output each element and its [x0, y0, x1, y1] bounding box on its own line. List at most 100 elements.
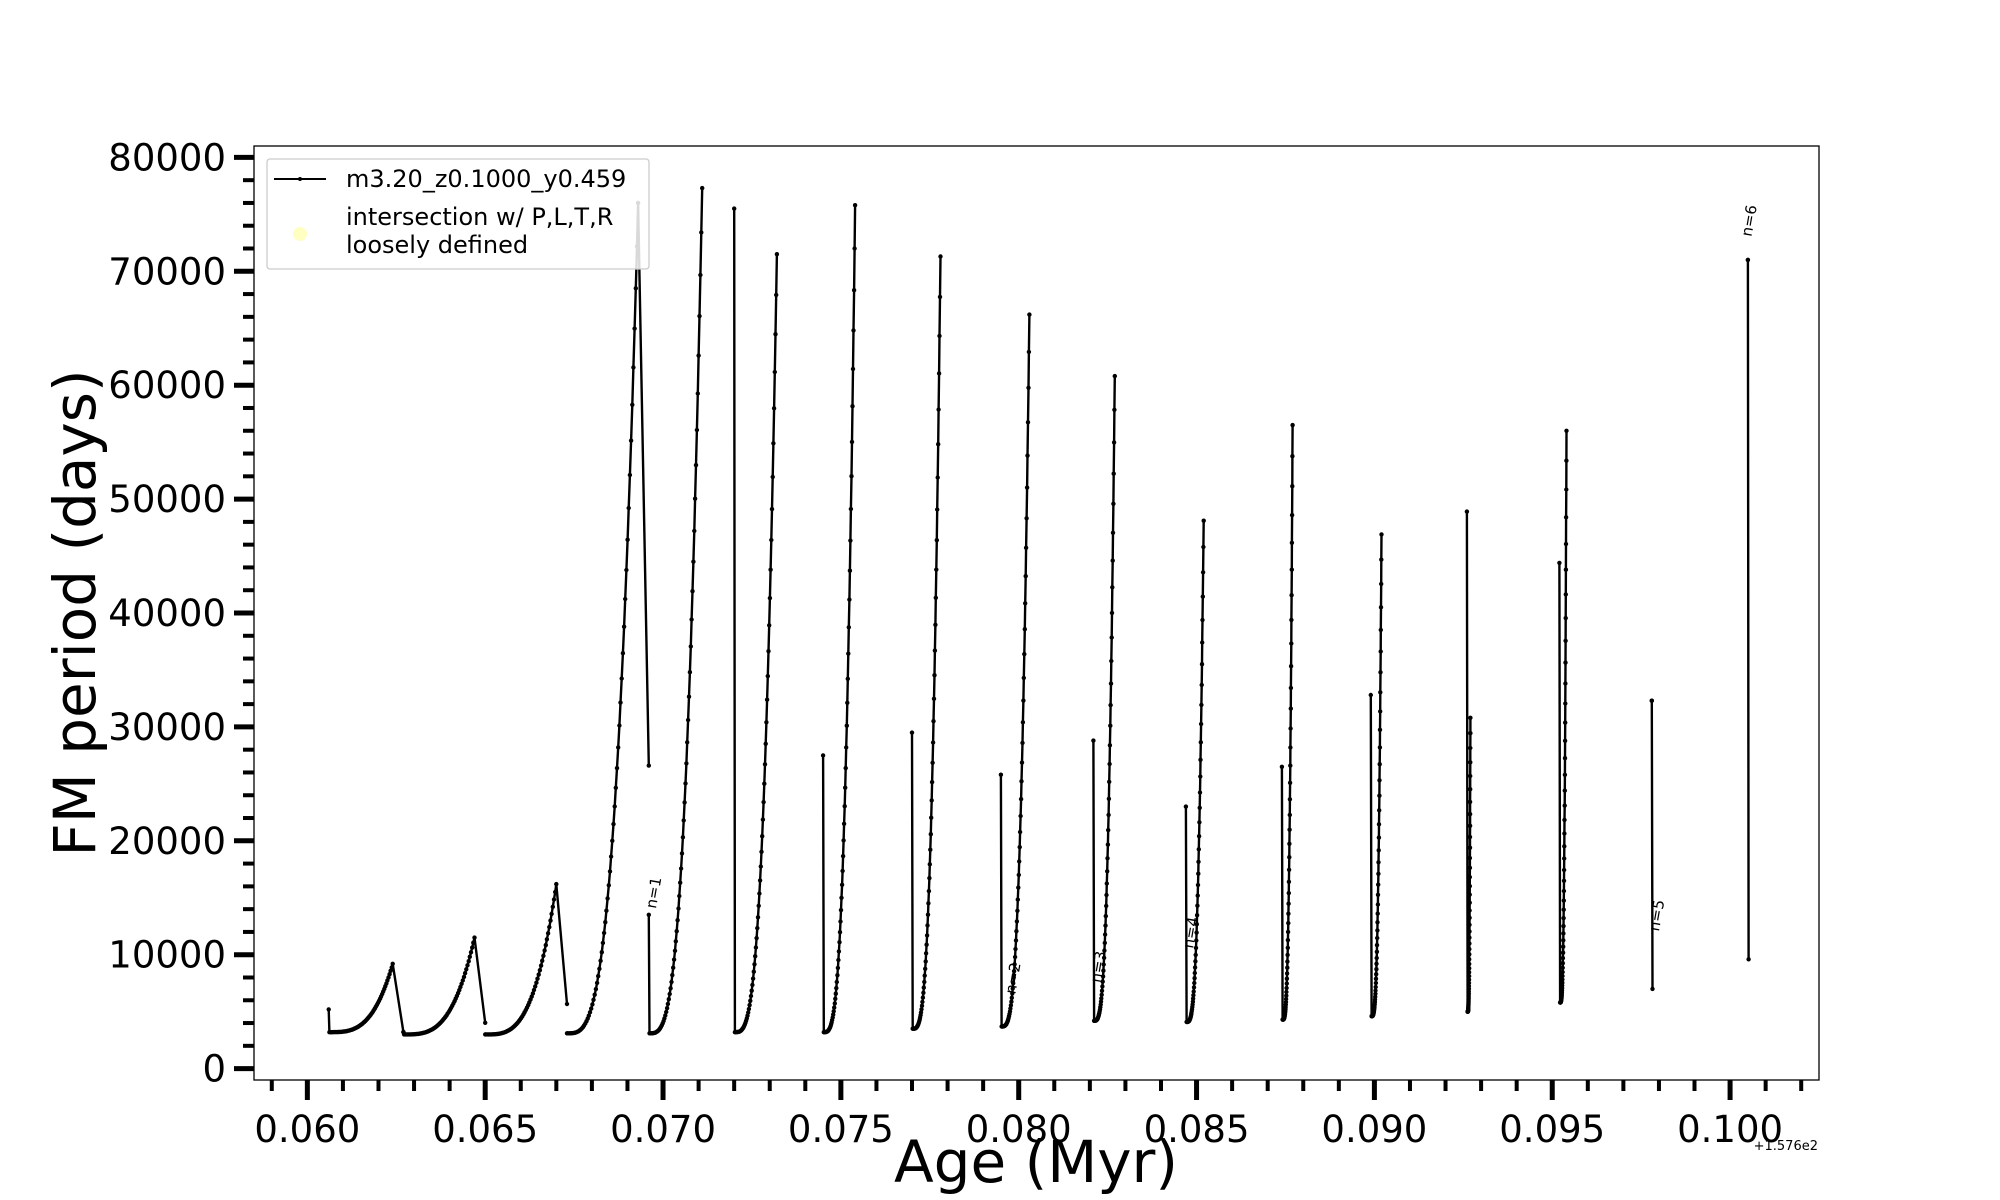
series-point [1286, 920, 1291, 926]
cycle-annotation: n=2 [1001, 961, 1024, 995]
series-point [1021, 675, 1026, 681]
series-point [930, 740, 936, 745]
series-point [1197, 790, 1203, 795]
series-point [1104, 881, 1110, 886]
series-point [1285, 952, 1290, 958]
series-point [931, 696, 937, 701]
y-tick-label: 70000 [108, 250, 226, 293]
series-point [774, 292, 779, 298]
series-point [1467, 941, 1472, 946]
series-point [1107, 761, 1112, 767]
series-point [1015, 897, 1020, 902]
series-point [1468, 731, 1473, 736]
series-point [666, 997, 671, 1002]
series-point [1008, 1003, 1014, 1008]
series-point [1563, 541, 1569, 547]
series-point [1105, 856, 1110, 861]
series-point [835, 973, 840, 978]
series-point [1368, 692, 1374, 698]
series-point [1557, 560, 1562, 566]
series-point [764, 697, 770, 702]
series-point [619, 676, 624, 681]
series-point [1190, 996, 1196, 1001]
series-point [606, 883, 611, 888]
series-point [1200, 570, 1206, 575]
series-point [762, 781, 767, 786]
series-point [547, 924, 552, 930]
series-point [1561, 907, 1566, 912]
series-point [820, 753, 826, 758]
series-point [749, 988, 754, 993]
series-point [1286, 879, 1292, 884]
series-point [1560, 965, 1565, 970]
series-point [1108, 723, 1113, 728]
x-tick-label: 0.060 [254, 1108, 360, 1151]
series-point [646, 763, 651, 768]
series-point [844, 723, 849, 728]
series-point [1009, 999, 1014, 1004]
series-point [840, 853, 846, 859]
series-point [548, 918, 553, 923]
series-point [683, 781, 688, 786]
series-point [1026, 385, 1031, 390]
series-point [1563, 720, 1568, 725]
legend-circle-marker [293, 227, 307, 241]
series-point [1375, 902, 1381, 907]
series-point [1099, 992, 1104, 997]
series-point [1279, 764, 1285, 769]
series-point [1285, 929, 1291, 935]
series-point [549, 911, 554, 917]
series-point [387, 972, 392, 977]
series-point [834, 979, 839, 985]
series-point [757, 891, 762, 896]
series-point [678, 866, 684, 871]
series-point [611, 821, 616, 827]
series-point [1018, 813, 1023, 819]
series-point [663, 1013, 668, 1018]
series-point [1022, 651, 1027, 657]
series-point [1375, 935, 1380, 941]
series-point [1017, 859, 1022, 864]
series-point [1100, 979, 1105, 984]
series-point [1376, 882, 1381, 887]
series-point [1376, 822, 1382, 827]
series-point [1467, 961, 1472, 967]
series-point [761, 799, 766, 805]
series-point [1564, 458, 1569, 463]
series-point [1195, 903, 1200, 908]
series-point [838, 919, 843, 924]
series-point [840, 868, 845, 874]
series-point [1198, 740, 1204, 745]
series-point [848, 538, 853, 543]
series-point [765, 673, 770, 679]
series-point [1287, 855, 1292, 860]
series-point [541, 953, 546, 958]
series-point [1467, 952, 1472, 957]
series-point [1467, 946, 1472, 952]
series-point [700, 185, 705, 191]
x-tick-label: 0.100 [1677, 1108, 1783, 1151]
series-point [926, 888, 932, 894]
series-point [1103, 913, 1109, 919]
series-point [1107, 779, 1112, 784]
series-point [1376, 848, 1381, 853]
series-point [1200, 594, 1206, 599]
series-point [841, 821, 847, 826]
series-point [1467, 811, 1473, 817]
series-point [1017, 829, 1023, 835]
series-point [1199, 702, 1204, 708]
series-point [1109, 610, 1115, 616]
series-point [1192, 976, 1197, 981]
series-point [746, 1006, 752, 1012]
series-point [1198, 757, 1203, 762]
legend-label-series: m3.20_z0.1000_y0.459 [346, 165, 626, 193]
series-point [1290, 454, 1295, 459]
series-point [467, 954, 472, 959]
cycle-annotation: n=4 [1179, 915, 1202, 949]
series-point [852, 203, 858, 208]
series-point [607, 869, 613, 874]
series-point [1563, 515, 1569, 520]
series-point [1564, 487, 1569, 492]
series-point [620, 651, 626, 656]
series-point [1562, 756, 1568, 761]
